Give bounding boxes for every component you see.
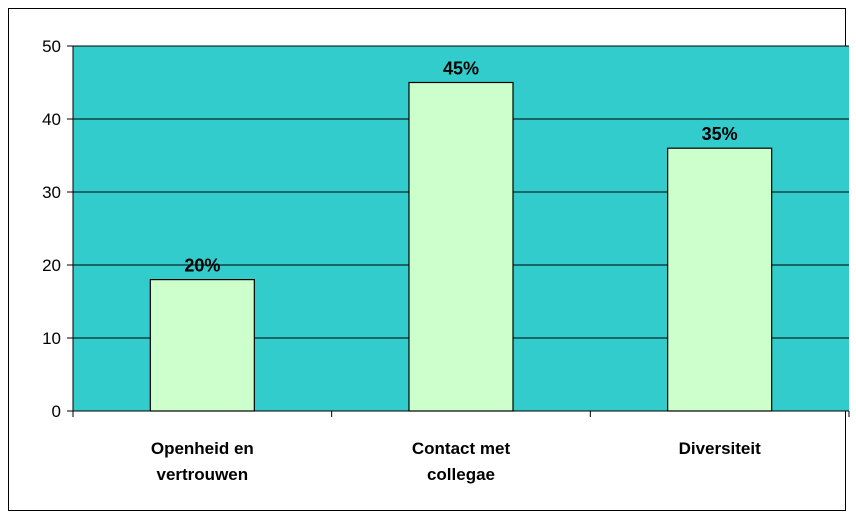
bar [149,279,255,412]
category-label-line: Diversiteit [679,439,762,458]
y-tick-label: 40 [42,110,61,129]
axes [67,45,850,417]
data-labels: 20% 45% 35% [184,59,737,276]
y-tick-label: 10 [42,329,61,348]
category-label-line: collegae [427,465,495,484]
category-label: Contact met collegae [412,439,511,484]
category-label: Openheid en vertrouwen [151,439,254,484]
category-label-line: Contact met [412,439,511,458]
category-label-line: vertrouwen [157,465,249,484]
bars [149,81,773,412]
data-label: 45% [443,59,479,79]
bar [408,81,514,412]
y-tick-labels: 0 10 20 30 40 50 [42,37,61,421]
y-tick-label: 30 [42,183,61,202]
data-label: 20% [184,256,220,276]
y-tick-label: 0 [52,402,61,421]
bar [667,147,773,412]
data-label: 35% [702,124,738,144]
category-label-line: Openheid en [151,439,254,458]
y-tick-label: 50 [42,37,61,56]
category-label: Diversiteit [679,439,762,458]
x-category-labels: Openheid en vertrouwen Contact met collegae… [151,439,761,484]
y-tick-label: 20 [42,256,61,275]
